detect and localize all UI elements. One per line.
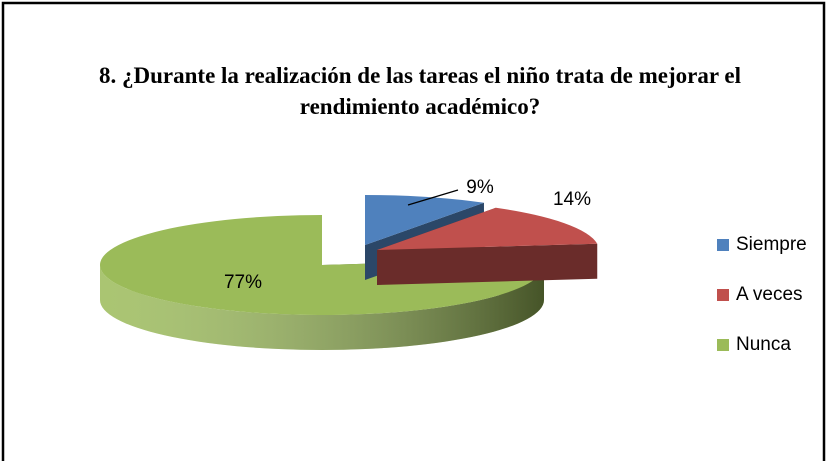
leader-line (407, 189, 459, 206)
chart-title: 8. ¿Durante la realización de las tareas… (99, 63, 741, 119)
legend-swatch (717, 289, 729, 301)
legend-swatch (717, 239, 729, 251)
legend-swatch (717, 339, 729, 351)
legend-label: A veces (736, 284, 803, 305)
data-label: 9% (466, 177, 494, 198)
slice-top (365, 195, 484, 245)
legend-label: Nunca (736, 334, 791, 355)
slice-top (100, 215, 544, 316)
slice (377, 207, 598, 285)
slice-top (377, 207, 598, 250)
slice-side-shade (100, 265, 544, 350)
data-label: 14% (553, 189, 591, 210)
data-label: 77% (224, 272, 262, 293)
slice-side (377, 243, 598, 285)
legend-label: Siempre (736, 234, 807, 255)
